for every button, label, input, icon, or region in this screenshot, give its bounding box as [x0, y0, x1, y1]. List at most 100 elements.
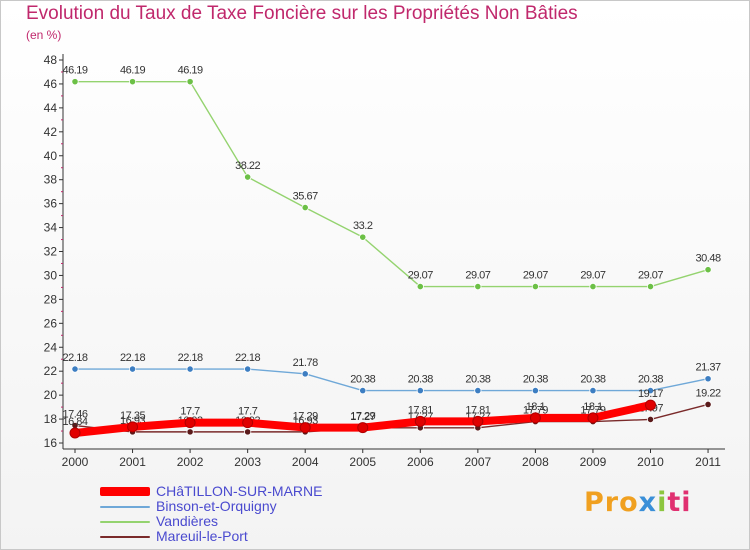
data-point	[186, 428, 194, 436]
data-label: 17.7	[238, 406, 258, 418]
data-label: 22.18	[120, 352, 145, 364]
y-tick-label: 48	[44, 53, 58, 67]
data-point	[71, 78, 79, 86]
x-tick-label: 2008	[522, 455, 549, 469]
data-point	[589, 282, 597, 291]
data-point	[589, 386, 597, 395]
data-point	[646, 415, 655, 424]
data-point	[474, 282, 482, 291]
legend-item-mareuil: Mareuil-le-Port	[100, 528, 400, 544]
legend-label: Vandières	[156, 513, 219, 529]
series-line	[74, 368, 709, 392]
data-label: 20.38	[408, 374, 433, 386]
data-label: 29.07	[465, 270, 490, 282]
data-point	[244, 428, 252, 436]
x-tick-label: 2007	[464, 455, 491, 469]
data-label: 21.37	[696, 362, 721, 374]
data-point	[71, 365, 79, 373]
data-label: 29.07	[408, 270, 433, 282]
data-point	[301, 203, 309, 212]
data-label: 17.29	[293, 411, 318, 423]
data-label: 20.38	[580, 374, 605, 386]
y-tick-label: 34	[44, 221, 58, 235]
data-label: 19.17	[638, 388, 663, 400]
data-label: 22.18	[62, 352, 87, 364]
data-label: 20.38	[523, 374, 548, 386]
data-point	[416, 386, 424, 395]
x-tick-label: 2010	[637, 455, 664, 469]
data-label: 38.22	[235, 160, 260, 172]
data-label: 22.18	[235, 352, 260, 364]
data-label: 17.29	[350, 411, 375, 423]
data-label: 29.07	[580, 270, 605, 282]
legend-item-chatillon: CHâTILLON-SUR-MARNE	[100, 483, 400, 499]
data-point	[127, 421, 139, 433]
data-point	[301, 370, 309, 378]
data-label: 17.81	[408, 404, 433, 416]
y-tick-label: 44	[44, 101, 58, 115]
data-point	[299, 422, 311, 434]
data-point	[357, 422, 369, 434]
proxiti-logo: Proxiti	[584, 487, 692, 518]
y-tick-label: 24	[44, 340, 58, 354]
data-point	[529, 412, 541, 424]
series-line	[74, 80, 709, 288]
legend-label: Mareuil-le-Port	[156, 528, 248, 544]
data-label: 17.35	[120, 410, 145, 422]
legend-swatch-binson	[100, 506, 150, 508]
y-tick-label: 18	[44, 412, 58, 426]
data-label: 17.7	[180, 406, 200, 418]
y-tick-label: 20	[44, 388, 58, 402]
y-tick-label: 36	[44, 197, 58, 211]
data-point	[472, 415, 484, 427]
data-label: 18.1	[583, 401, 603, 413]
legend-item-vandieres: Vandières	[100, 513, 400, 529]
y-tick-label: 28	[44, 292, 58, 306]
data-point	[704, 375, 712, 383]
x-tick-label: 2004	[292, 455, 319, 469]
data-label: 17.46	[62, 409, 87, 421]
x-tick-label: 2001	[119, 455, 146, 469]
data-point	[242, 417, 254, 429]
logo-part: ti	[667, 487, 692, 518]
series-vandi-res: 46.19 46.19 46.19 38.22 35.67 33.2 29.07 29.07 2…	[62, 65, 721, 291]
logo-part: x	[638, 487, 658, 518]
data-point	[244, 173, 252, 181]
y-tick-label: 46	[44, 77, 58, 91]
data-point	[531, 282, 540, 291]
data-point	[128, 78, 137, 86]
data-point	[474, 386, 482, 395]
data-label: 29.07	[638, 270, 663, 282]
y-tick-label: 32	[44, 245, 58, 259]
data-label: 30.48	[696, 253, 721, 265]
legend-item-binson: Binson-et-Orquigny	[100, 498, 400, 514]
legend-label: Binson-et-Orquigny	[156, 498, 277, 514]
y-tick-label: 40	[44, 149, 58, 163]
logo-part: i	[657, 487, 668, 518]
data-point	[414, 415, 426, 427]
x-tick-label: 2000	[62, 455, 89, 469]
y-tick-label: 16	[44, 436, 58, 450]
data-point	[704, 266, 712, 274]
x-tick-label: 2009	[580, 455, 607, 469]
data-point	[587, 412, 599, 424]
legend-swatch-mareuil	[100, 536, 150, 538]
data-label: 21.78	[293, 357, 318, 369]
data-label: 46.19	[62, 65, 87, 77]
data-label: 17.81	[465, 404, 490, 416]
legend-swatch-chatillon	[100, 487, 150, 496]
data-point	[244, 365, 252, 373]
legend: CHâTILLON-SUR-MARNE Binson-et-Orquigny V…	[100, 483, 400, 544]
data-label: 16.84	[62, 416, 87, 428]
x-tick-label: 2005	[349, 455, 376, 469]
data-label: 33.2	[353, 220, 373, 232]
data-label: 20.38	[350, 374, 375, 386]
series-ch-tillon-sur-marne: 16.84 17.35 17.7 17.7 17.29 17.29 17.81 17.81 18…	[62, 388, 664, 439]
data-point	[531, 386, 540, 395]
y-tick-label: 26	[44, 316, 58, 330]
data-point	[704, 400, 712, 409]
data-point	[359, 233, 367, 241]
logo-part: Pro	[584, 487, 639, 518]
